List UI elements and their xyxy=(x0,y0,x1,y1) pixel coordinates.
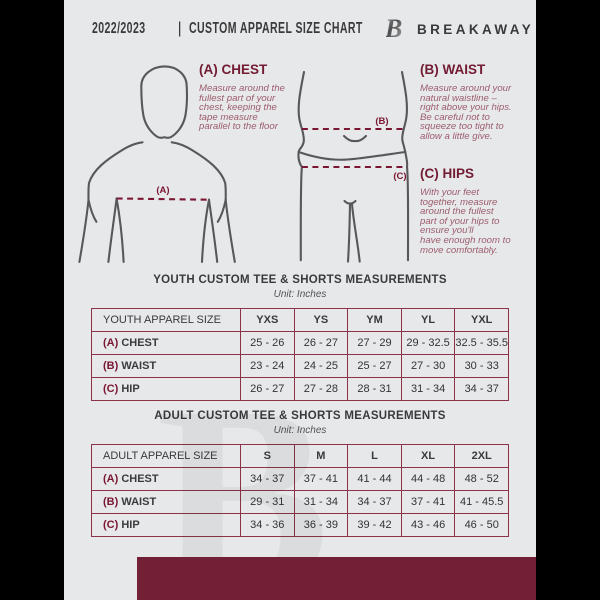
svg-text:(C): (C) xyxy=(393,171,406,182)
svg-text:(B): (B) xyxy=(375,116,388,127)
svg-text:(A): (A) xyxy=(156,185,169,196)
